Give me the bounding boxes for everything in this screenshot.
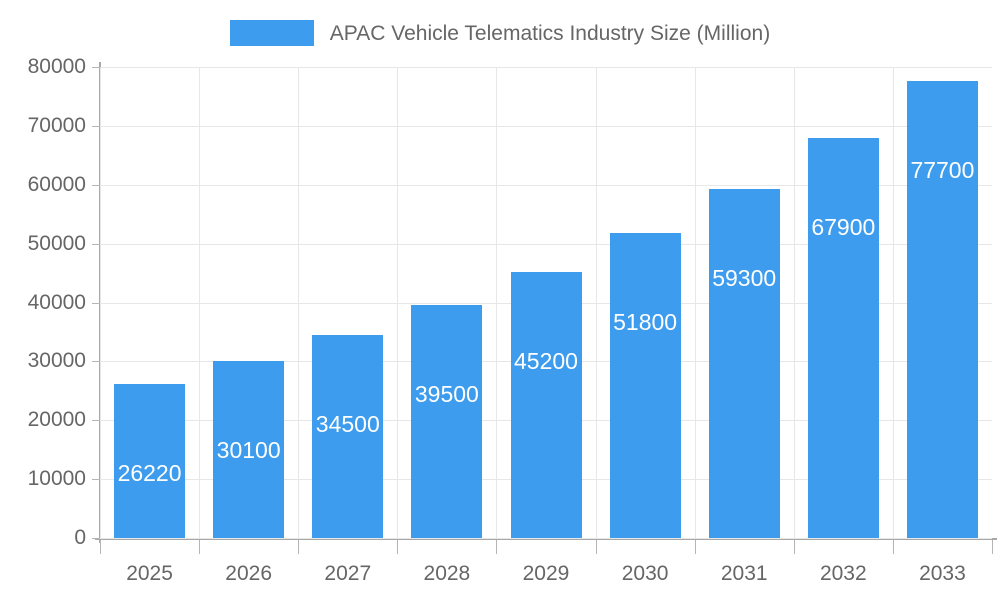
y-axis-tick-label: 70000: [27, 113, 86, 137]
gridline-vertical: [496, 67, 497, 538]
y-axis-tick-label: 50000: [27, 231, 86, 255]
x-axis-tick-label: 2028: [423, 562, 471, 585]
x-axis-tick-mark: [100, 540, 101, 554]
gridline-horizontal: [100, 125, 992, 127]
gridline-vertical: [397, 67, 398, 538]
gridline-vertical: [893, 67, 894, 538]
gridline-vertical: [695, 67, 696, 538]
gridline-horizontal: [100, 538, 992, 539]
x-axis-tick-label: 2031: [720, 562, 768, 585]
y-axis-tick-label: 80000: [27, 55, 86, 78]
x-axis-tick-label: 2032: [819, 562, 867, 585]
bar-2028[interactable]: [411, 305, 483, 538]
y-axis-tick-mark: [92, 420, 100, 422]
chart-legend: APAC Vehicle Telematics Industry Size (M…: [0, 12, 1000, 54]
gridline-horizontal: [100, 184, 992, 186]
y-axis-tick-label: 10000: [27, 467, 86, 491]
y-axis-tick-label: 20000: [27, 408, 86, 432]
bar-2026[interactable]: [213, 360, 285, 538]
legend-item-label: APAC Vehicle Telematics Industry Size (M…: [329, 21, 771, 45]
y-axis-tick-mark: [92, 302, 100, 304]
gridline-horizontal: [100, 67, 992, 68]
y-axis-tick-label: 60000: [27, 172, 86, 196]
y-axis-tick-label: 40000: [27, 290, 86, 314]
x-axis-tick-mark: [794, 540, 795, 554]
y-axis-tick-label: 30000: [27, 349, 86, 373]
y-axis-tick-mark: [92, 125, 100, 127]
y-axis-tick-mark: [92, 67, 100, 68]
y-axis-tick-mark: [92, 184, 100, 186]
legend-color-swatch-icon: [229, 20, 314, 46]
bar-2029[interactable]: [510, 271, 582, 538]
y-axis-tick-mark: [92, 479, 100, 481]
y-axis-tick-mark: [92, 361, 100, 363]
x-axis-tick-mark: [199, 540, 200, 554]
x-axis-line: [95, 538, 997, 540]
gridline-horizontal: [100, 243, 992, 245]
x-axis-tick-label: 2025: [126, 562, 173, 585]
x-axis-tick-label: 2027: [324, 562, 372, 585]
bar-2031[interactable]: [708, 188, 780, 538]
x-axis-tick-mark: [496, 540, 497, 554]
x-axis-tick-mark: [992, 540, 993, 554]
x-axis-tick-label: 2026: [225, 562, 273, 585]
gridline-vertical: [100, 67, 101, 538]
x-axis-tick-mark: [893, 540, 894, 554]
gridline-vertical: [298, 67, 299, 538]
x-axis-tick-label: 2033: [919, 562, 966, 585]
plot-area: 26220 30100 34500 39500 45200 51800 59300 67900…: [100, 67, 992, 539]
legend-item-apac-vehicle-telematics[interactable]: APAC Vehicle Telematics Industry Size (M…: [229, 20, 771, 46]
bar-2027[interactable]: [312, 334, 384, 538]
bar-2030[interactable]: [609, 233, 681, 538]
y-axis-tick-mark: [92, 538, 100, 539]
x-axis-tick-mark: [695, 540, 696, 554]
y-axis-tick-mark: [92, 243, 100, 245]
gridline-vertical: [794, 67, 795, 538]
gridline-vertical: [199, 67, 200, 538]
x-axis-tick-mark: [397, 540, 398, 554]
bar-2032[interactable]: [807, 138, 879, 538]
x-axis-tick-mark: [596, 540, 597, 554]
x-axis-tick-label: 2029: [522, 562, 570, 585]
y-axis-tick-label: 0: [74, 526, 86, 549]
bar-2025[interactable]: [114, 383, 186, 538]
x-axis-tick-mark: [298, 540, 299, 554]
x-axis-tick-label: 2030: [621, 562, 669, 585]
gridline-vertical: [596, 67, 597, 538]
bar-2033[interactable]: [906, 80, 978, 538]
